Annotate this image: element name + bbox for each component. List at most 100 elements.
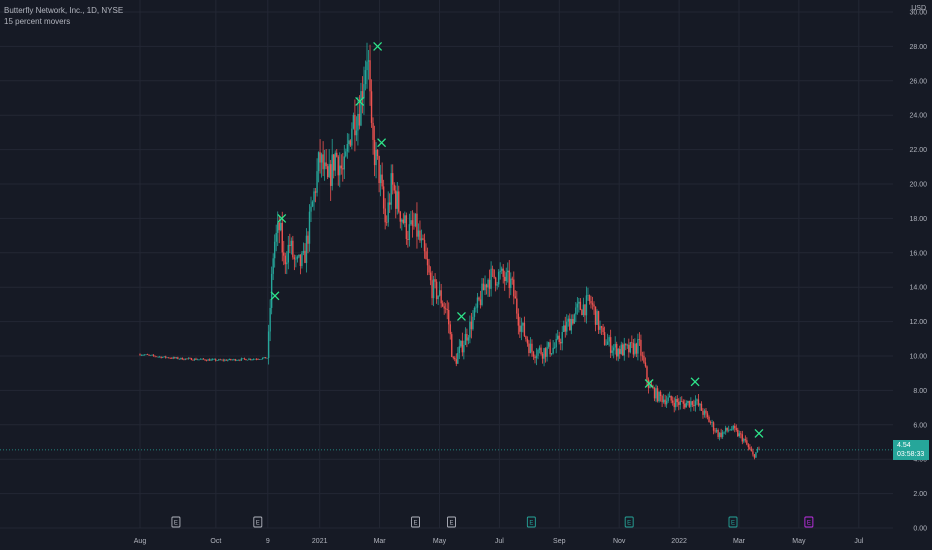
candle-body <box>142 355 144 356</box>
event-marker-dividend[interactable]: E <box>624 516 634 528</box>
indicator-line[interactable]: 15 percent movers <box>4 17 71 26</box>
candle-body <box>145 354 147 356</box>
candle-body <box>357 113 359 131</box>
candle-body <box>444 308 447 310</box>
candle-body <box>423 239 426 252</box>
candle-body <box>570 318 573 331</box>
candle-body <box>655 388 657 399</box>
candle-body <box>385 222 388 223</box>
candle-body <box>313 191 315 202</box>
candle-body <box>289 244 291 246</box>
candle-body <box>346 144 349 152</box>
y-tick-label: 24.00 <box>909 113 927 120</box>
candle-body <box>151 354 153 356</box>
candle-body <box>405 215 408 239</box>
event-marker-dividend[interactable]: E <box>728 516 738 528</box>
candle-body <box>414 213 417 226</box>
candle-body <box>183 359 185 361</box>
symbol-line[interactable]: Butterfly Network, Inc., 1D, NYSE <box>4 6 124 15</box>
candle-body <box>658 391 660 402</box>
candle-body <box>552 347 554 354</box>
candle-body <box>593 304 595 307</box>
candle-body <box>588 295 591 302</box>
candle-body <box>402 219 405 223</box>
candle-body <box>538 347 541 350</box>
candle-body <box>163 356 165 358</box>
candle-body <box>168 357 170 359</box>
event-label: E <box>529 521 533 527</box>
candle-body <box>214 359 217 361</box>
candle-body <box>360 91 362 126</box>
candle-body <box>631 342 633 344</box>
candle-body <box>746 440 748 445</box>
candle-body <box>166 357 168 359</box>
event-marker-earnings[interactable]: E <box>171 516 181 528</box>
candle-body <box>157 356 159 358</box>
candle-body <box>251 359 253 361</box>
candle-body <box>508 270 510 289</box>
bar-countdown: 03:58:33 <box>897 450 925 458</box>
candle-body <box>635 343 638 354</box>
event-marker-earnings[interactable]: E <box>411 516 420 528</box>
candle-body <box>479 299 482 305</box>
candle-body <box>514 296 517 299</box>
candle-body <box>734 425 736 429</box>
candle-body <box>732 425 734 430</box>
candle-body <box>299 254 302 266</box>
last-price-tag: 4.54 03:58:33 <box>893 439 929 460</box>
candle-body <box>342 168 344 170</box>
event-label: E <box>414 521 418 527</box>
candle-body <box>481 283 483 305</box>
candle-body <box>629 342 632 353</box>
candle-body <box>644 362 647 367</box>
candle-body <box>257 359 259 360</box>
candle-body <box>245 359 247 361</box>
price-axis[interactable]: 0.00 2.00 4.00 6.00 8.00 10.00 12.00 14.00 16.00… <box>909 10 927 533</box>
candle-body <box>234 359 237 361</box>
candle-body <box>500 268 503 271</box>
candle-body <box>531 343 533 352</box>
candle-body <box>726 427 728 431</box>
candle-body <box>304 250 306 263</box>
candle-body <box>358 113 361 126</box>
candle-body <box>435 281 438 300</box>
event-marker-earnings[interactable]: E <box>447 516 456 528</box>
candle-body <box>478 297 480 300</box>
x-tick-label: Sep <box>553 538 566 545</box>
candle-body <box>177 357 179 359</box>
candle-body <box>665 400 668 405</box>
y-tick-label: 2.00 <box>913 491 927 498</box>
candle-body <box>408 224 411 240</box>
candle-body <box>617 348 619 357</box>
candle-body <box>172 357 174 359</box>
event-marker-dividend[interactable]: E <box>526 516 536 528</box>
candle-body <box>675 398 677 408</box>
event-marker-future[interactable]: E <box>804 516 814 528</box>
candle-body <box>349 140 352 146</box>
candle-body <box>622 344 624 356</box>
candle-body <box>469 321 471 338</box>
candle-body <box>219 359 221 361</box>
y-tick-label: 26.00 <box>909 78 927 85</box>
candle-body <box>451 334 453 357</box>
candle-body <box>600 326 603 328</box>
candle-body <box>425 251 427 259</box>
candle-body <box>325 162 327 167</box>
candle-body <box>390 173 392 205</box>
candle-body <box>222 359 224 361</box>
event-label: E <box>627 521 631 527</box>
candle-body <box>434 279 436 282</box>
candle-body <box>160 356 162 358</box>
event-marker-earnings[interactable]: E <box>253 516 263 528</box>
candle-body <box>458 346 461 353</box>
candle-body <box>729 429 731 431</box>
candle-body <box>590 301 592 304</box>
time-axis[interactable]: Aug Oct 9 2021 Mar May Jul Sep Nov 2022 Mar May Jul <box>134 538 864 545</box>
candle-body <box>488 279 491 289</box>
candle-body <box>564 325 566 332</box>
candle-body <box>239 360 241 361</box>
mover-x-marker <box>277 213 287 223</box>
candle-body <box>496 284 498 286</box>
